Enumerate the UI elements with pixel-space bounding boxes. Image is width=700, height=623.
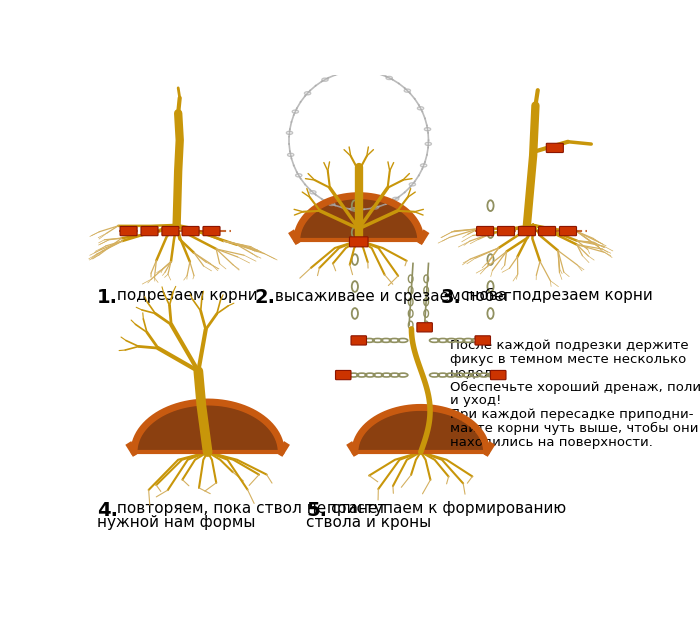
- Polygon shape: [297, 196, 421, 240]
- Text: Обеспечьте хороший дренаж, полив: Обеспечьте хороший дренаж, полив: [450, 381, 700, 394]
- Text: находились на поверхности.: находились на поверхности.: [450, 436, 653, 449]
- Polygon shape: [358, 411, 483, 452]
- Polygon shape: [138, 406, 277, 452]
- Polygon shape: [300, 199, 417, 240]
- Text: После каждой подрезки держите: После каждой подрезки держите: [450, 339, 689, 352]
- FancyBboxPatch shape: [182, 226, 199, 235]
- FancyBboxPatch shape: [417, 323, 433, 332]
- Text: подрезаем корни: подрезаем корни: [112, 288, 258, 303]
- FancyBboxPatch shape: [519, 226, 536, 235]
- Text: недель.: недель.: [450, 366, 505, 379]
- Text: 2.: 2.: [254, 288, 275, 307]
- FancyBboxPatch shape: [491, 371, 506, 379]
- FancyBboxPatch shape: [498, 226, 514, 235]
- FancyBboxPatch shape: [120, 226, 137, 235]
- FancyBboxPatch shape: [475, 336, 491, 345]
- Text: приступаем к формированию: приступаем к формированию: [321, 502, 566, 516]
- Text: 5.: 5.: [306, 502, 327, 520]
- Text: ствола и кроны: ствола и кроны: [306, 515, 431, 530]
- FancyBboxPatch shape: [477, 226, 494, 235]
- Text: и уход!: и уход!: [450, 394, 502, 407]
- Polygon shape: [138, 406, 277, 452]
- Text: высаживаее и срезаем побег: высаживаее и срезаем побег: [270, 288, 512, 304]
- Text: фикус в темном месте несколько: фикус в темном месте несколько: [450, 353, 687, 366]
- Text: нужной нам формы: нужной нам формы: [97, 515, 256, 530]
- Text: майте корни чуть выше, чтобы они: майте корни чуть выше, чтобы они: [450, 422, 699, 435]
- Text: снова подрезаем корни: снова подрезаем корни: [456, 288, 653, 303]
- FancyBboxPatch shape: [349, 237, 368, 247]
- Polygon shape: [134, 402, 281, 452]
- FancyBboxPatch shape: [559, 226, 577, 235]
- Text: 1.: 1.: [97, 288, 118, 307]
- Text: При каждой пересадке приподни-: При каждой пересадке приподни-: [450, 408, 694, 421]
- Text: 3.: 3.: [441, 288, 462, 307]
- FancyBboxPatch shape: [351, 336, 367, 345]
- FancyBboxPatch shape: [162, 226, 179, 235]
- Polygon shape: [355, 407, 486, 452]
- Text: 4.: 4.: [97, 502, 118, 520]
- Polygon shape: [358, 411, 483, 452]
- FancyBboxPatch shape: [141, 226, 158, 235]
- FancyBboxPatch shape: [538, 226, 556, 235]
- Polygon shape: [300, 199, 417, 240]
- FancyBboxPatch shape: [546, 143, 564, 153]
- Text: повторяем, пока ствол не станет: повторяем, пока ствол не станет: [112, 502, 387, 516]
- FancyBboxPatch shape: [335, 371, 351, 379]
- FancyBboxPatch shape: [203, 226, 220, 235]
